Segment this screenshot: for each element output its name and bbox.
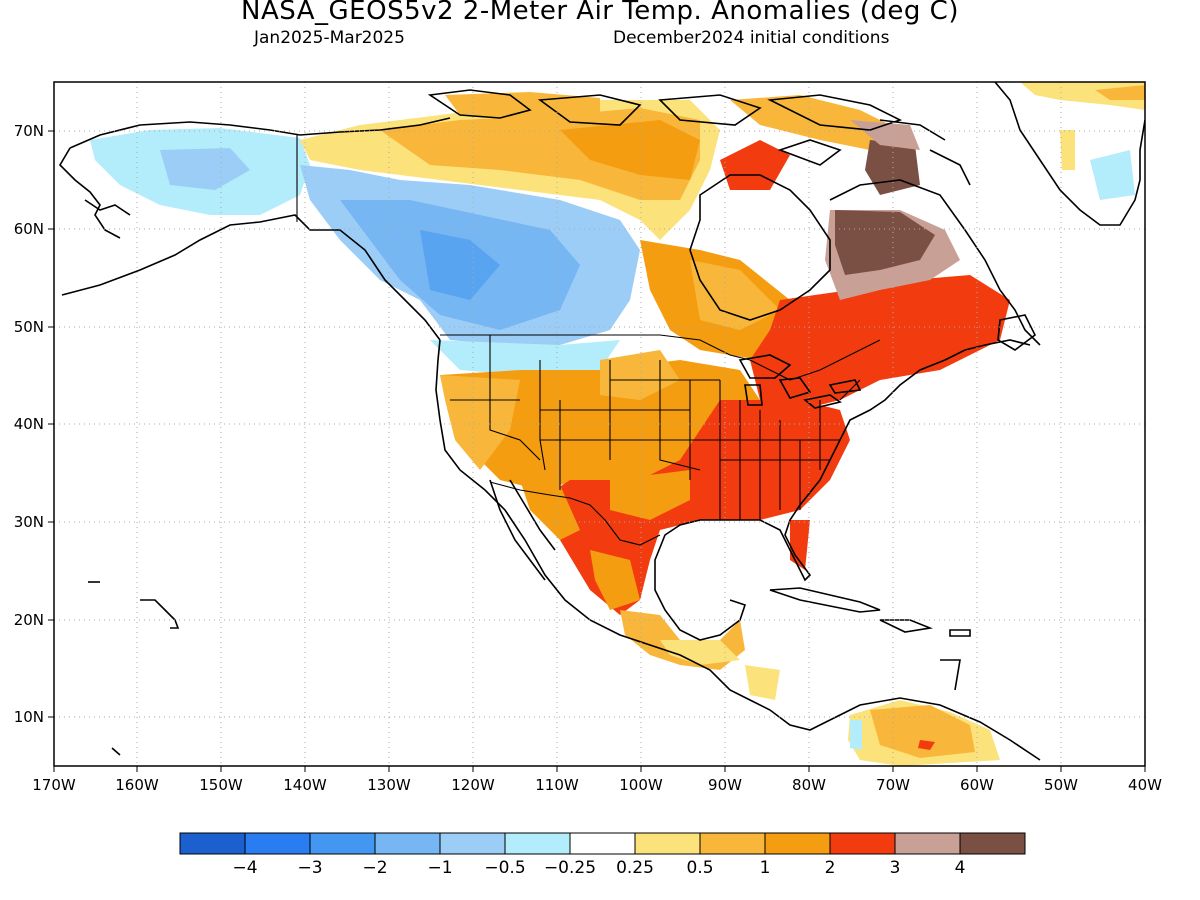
colorbar-swatch [179,832,246,855]
graticule [54,82,1145,766]
lat-label: 60N [14,220,44,238]
coastlines [58,82,1145,761]
lon-label: 60W [960,776,994,794]
anomaly-western-us-warm [440,360,760,490]
lat-label: 20N [14,611,44,629]
lat-label: 10N [14,708,44,726]
lon-label: 110W [535,776,579,794]
lon-label: 100W [619,776,663,794]
colorbar-label: 4 [955,858,966,878]
lon-label: 130W [367,776,411,794]
lon-label: 90W [708,776,742,794]
lon-label: 140W [283,776,327,794]
lat-label: 50N [14,318,44,336]
colorbar-label: 1 [760,858,771,878]
colorbar-label: −0.25 [544,858,596,878]
colorbar-label: 3 [890,858,901,878]
colorbar-label: −3 [297,858,322,878]
lat-label: 70N [14,122,44,140]
tick-marks [48,130,1146,772]
colorbar-label: 0.5 [686,858,713,878]
lon-label: 50W [1044,776,1078,794]
lon-label: 170W [32,776,76,794]
forecast-period: Jan2025-Mar2025 [254,28,405,48]
lon-label: 70W [876,776,910,794]
colorbar-label: 0.25 [616,858,654,878]
political-borders [296,135,881,546]
lon-label: 80W [792,776,826,794]
map-title: NASA_GEOS5v2 2-Meter Air Temp. Anomalies… [241,0,959,26]
colorbar-swatch [504,832,571,855]
colorbar-swatch [829,832,896,855]
initial-conditions: December2024 initial conditions [613,28,890,48]
anomaly-eastern-canada-warm [750,275,1010,410]
colorbar-label: 2 [825,858,836,878]
anomaly-shading [90,82,1145,766]
colorbar: −4 −3 −2 −1 −0.5 −0.25 0.25 0.5 1 2 3 4 [179,832,1026,878]
colorbar-label: −2 [362,858,387,878]
lon-label: 120W [451,776,495,794]
colorbar-label: −1 [427,858,452,878]
lat-tick-labels: 70N 60N 50N 40N 30N 20N 10N [14,122,44,726]
colorbar-swatch [959,832,1026,855]
colorbar-swatch [569,832,636,855]
lon-label: 40W [1128,776,1162,794]
colorbar-swatch [244,832,311,855]
colorbar-swatch [764,832,831,855]
colorbar-swatch [309,832,376,855]
colorbar-swatch [894,832,961,855]
colorbar-label: −4 [232,858,257,878]
colorbar-label: −0.5 [484,858,525,878]
lat-label: 40N [14,415,44,433]
colorbar-swatch [439,832,506,855]
colorbar-swatch [374,832,441,855]
colorbar-swatch [634,832,701,855]
lon-label: 160W [115,776,159,794]
lat-label: 30N [14,513,44,531]
colorbar-swatch [699,832,766,855]
lon-tick-labels: 170W 160W 150W 140W 130W 120W 110W 100W … [32,776,1162,794]
lon-label: 150W [199,776,243,794]
